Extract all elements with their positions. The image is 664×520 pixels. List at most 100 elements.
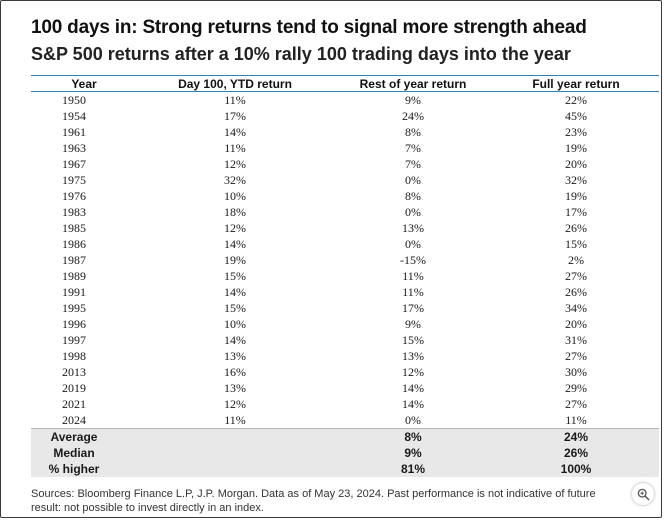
- table-row: 1983 18% 0% 17%: [31, 204, 659, 220]
- summary-row: Median 9% 26%: [31, 445, 659, 461]
- cell-day100-ytd: 14%: [224, 333, 246, 347]
- cell-full-year: 19%: [565, 189, 587, 203]
- cell-rest-of-year: 7%: [405, 141, 421, 155]
- cell-year: 1991: [62, 285, 86, 299]
- cell-day100-ytd: 14%: [224, 237, 246, 251]
- table-row: 1967 12% 7% 20%: [31, 156, 659, 172]
- cell-rest-of-year: 7%: [405, 157, 421, 171]
- cell-rest-of-year: 0%: [405, 413, 421, 427]
- table-row: 1954 17% 24% 45%: [31, 108, 659, 124]
- table-body: 1950 11% 9% 22% 1954 17% 24% 45% 1961 14% 8% 23% 196…: [31, 92, 659, 429]
- cell-day100-ytd: 10%: [224, 189, 246, 203]
- cell-day100-ytd: 14%: [224, 285, 246, 299]
- cell-day100-ytd: [137, 461, 333, 477]
- cell-day100-ytd: 17%: [224, 109, 246, 123]
- cell-year: 1985: [62, 221, 86, 235]
- cell-year: 1967: [62, 157, 86, 171]
- cell-day100-ytd: 12%: [224, 221, 246, 235]
- cell-day100-ytd: 15%: [224, 301, 246, 315]
- summary-row: Average 8% 24%: [31, 428, 659, 445]
- cell-day100-ytd: [137, 445, 333, 461]
- table-row: 2019 13% 14% 29%: [31, 380, 659, 396]
- cell-year: Median: [53, 446, 95, 460]
- chart-title: 100 days in: Strong returns tend to sign…: [31, 17, 587, 38]
- cell-full-year: 15%: [565, 237, 587, 251]
- cell-rest-of-year: 8%: [405, 189, 421, 203]
- cell-day100-ytd: 11%: [224, 93, 246, 107]
- table-row: 1997 14% 15% 31%: [31, 332, 659, 348]
- cell-year: 1995: [62, 301, 86, 315]
- cell-full-year: 23%: [565, 125, 587, 139]
- header-year: Year: [31, 75, 137, 92]
- cell-rest-of-year: 9%: [405, 317, 421, 331]
- cell-full-year: 100%: [560, 462, 592, 476]
- cell-full-year: 45%: [565, 109, 587, 123]
- cell-year: 1983: [62, 205, 86, 219]
- cell-year: 1987: [62, 253, 86, 267]
- cell-rest-of-year: 9%: [404, 446, 422, 460]
- cell-full-year: 20%: [565, 317, 587, 331]
- table-row: 1991 14% 11% 26%: [31, 284, 659, 300]
- cell-year: 1989: [62, 269, 86, 283]
- cell-year: 2019: [62, 381, 86, 395]
- cell-full-year: 20%: [565, 157, 587, 171]
- table-row: 1987 19% -15% 2%: [31, 252, 659, 268]
- returns-table: Year Day 100, YTD return Rest of year re…: [31, 75, 659, 477]
- cell-rest-of-year: 15%: [402, 333, 424, 347]
- cell-full-year: 26%: [565, 221, 587, 235]
- cell-year: 1976: [62, 189, 86, 203]
- cell-year: 2024: [62, 413, 86, 427]
- table-row: 1963 11% 7% 19%: [31, 140, 659, 156]
- magnifier-plus-icon: [637, 488, 650, 501]
- cell-year: 1961: [62, 125, 86, 139]
- cell-year: 2021: [62, 397, 86, 411]
- cell-rest-of-year: 12%: [402, 365, 424, 379]
- cell-full-year: 17%: [565, 205, 587, 219]
- cell-day100-ytd: 14%: [224, 125, 246, 139]
- cell-full-year: 27%: [565, 349, 587, 363]
- cell-rest-of-year: 0%: [405, 237, 421, 251]
- cell-rest-of-year: 24%: [402, 109, 424, 123]
- table-row: 1996 10% 9% 20%: [31, 316, 659, 332]
- cell-year: Average: [31, 428, 137, 445]
- cell-full-year: 2%: [568, 253, 584, 267]
- cell-full-year: 26%: [563, 446, 589, 460]
- cell-rest-of-year: 13%: [402, 221, 424, 235]
- cell-full-year: 31%: [565, 333, 587, 347]
- cell-year: 2013: [62, 365, 86, 379]
- zoom-button[interactable]: [632, 483, 654, 505]
- cell-year: % higher: [48, 462, 100, 476]
- cell-full-year: 26%: [565, 285, 587, 299]
- cell-year: 1997: [62, 333, 86, 347]
- cell-rest-of-year: 81%: [400, 462, 426, 476]
- cell-rest-of-year: 11%: [402, 269, 424, 283]
- cell-rest-of-year: 0%: [405, 173, 421, 187]
- cell-rest-of-year: 0%: [405, 205, 421, 219]
- header-day100-ytd: Day 100, YTD return: [137, 75, 333, 92]
- table-row: 1961 14% 8% 23%: [31, 124, 659, 140]
- cell-day100-ytd: 12%: [224, 157, 246, 171]
- cell-day100-ytd: 15%: [224, 269, 246, 283]
- cell-rest-of-year: 14%: [402, 397, 424, 411]
- table-row: 2024 11% 0% 11%: [31, 412, 659, 429]
- cell-full-year: 32%: [565, 173, 587, 187]
- table-row: 1998 13% 13% 27%: [31, 348, 659, 364]
- header-rest-of-year: Rest of year return: [333, 75, 493, 92]
- cell-rest-of-year: 14%: [402, 381, 424, 395]
- cell-full-year: 11%: [565, 413, 587, 427]
- cell-day100-ytd: 12%: [224, 397, 246, 411]
- cell-full-year: 27%: [565, 397, 587, 411]
- summary-row: % higher 81% 100%: [31, 461, 659, 477]
- cell-year: 1954: [62, 109, 86, 123]
- cell-full-year: 29%: [565, 381, 587, 395]
- cell-day100-ytd: [137, 428, 333, 445]
- cell-day100-ytd: 13%: [224, 349, 246, 363]
- cell-rest-of-year: 11%: [402, 285, 424, 299]
- table-summary: Average 8% 24% Median 9% 26% % higher 81% 100%: [31, 428, 659, 477]
- table-row: 2013 16% 12% 30%: [31, 364, 659, 380]
- cell-year: 1996: [62, 317, 86, 331]
- cell-year: 1975: [62, 173, 86, 187]
- cell-day100-ytd: 32%: [224, 173, 246, 187]
- table-row: 1985 12% 13% 26%: [31, 220, 659, 236]
